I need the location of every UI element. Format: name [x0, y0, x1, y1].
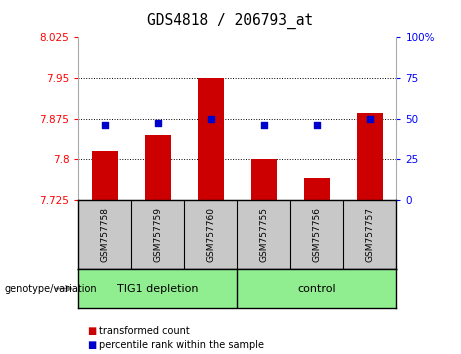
- Text: percentile rank within the sample: percentile rank within the sample: [99, 340, 264, 350]
- Text: GSM757759: GSM757759: [154, 207, 162, 262]
- Bar: [92, 151, 118, 200]
- Bar: [357, 113, 383, 200]
- Bar: [145, 135, 171, 200]
- Text: ■: ■: [88, 326, 97, 336]
- Text: transformed count: transformed count: [99, 326, 190, 336]
- Text: GSM757756: GSM757756: [313, 207, 321, 262]
- Text: TIG1 depletion: TIG1 depletion: [117, 284, 199, 293]
- Bar: [304, 178, 330, 200]
- Text: control: control: [298, 284, 336, 293]
- Text: ■: ■: [88, 340, 97, 350]
- Text: GSM757757: GSM757757: [366, 207, 374, 262]
- Text: GSM757755: GSM757755: [260, 207, 268, 262]
- Text: GDS4818 / 206793_at: GDS4818 / 206793_at: [148, 12, 313, 29]
- Text: GSM757760: GSM757760: [207, 207, 215, 262]
- Point: [260, 122, 267, 128]
- Point: [154, 121, 162, 126]
- Bar: [251, 159, 277, 200]
- Point: [366, 116, 373, 121]
- Bar: [198, 78, 224, 200]
- Point: [101, 122, 109, 128]
- Point: [207, 116, 214, 121]
- Text: GSM757758: GSM757758: [100, 207, 109, 262]
- Point: [313, 122, 320, 128]
- Text: genotype/variation: genotype/variation: [5, 284, 97, 293]
